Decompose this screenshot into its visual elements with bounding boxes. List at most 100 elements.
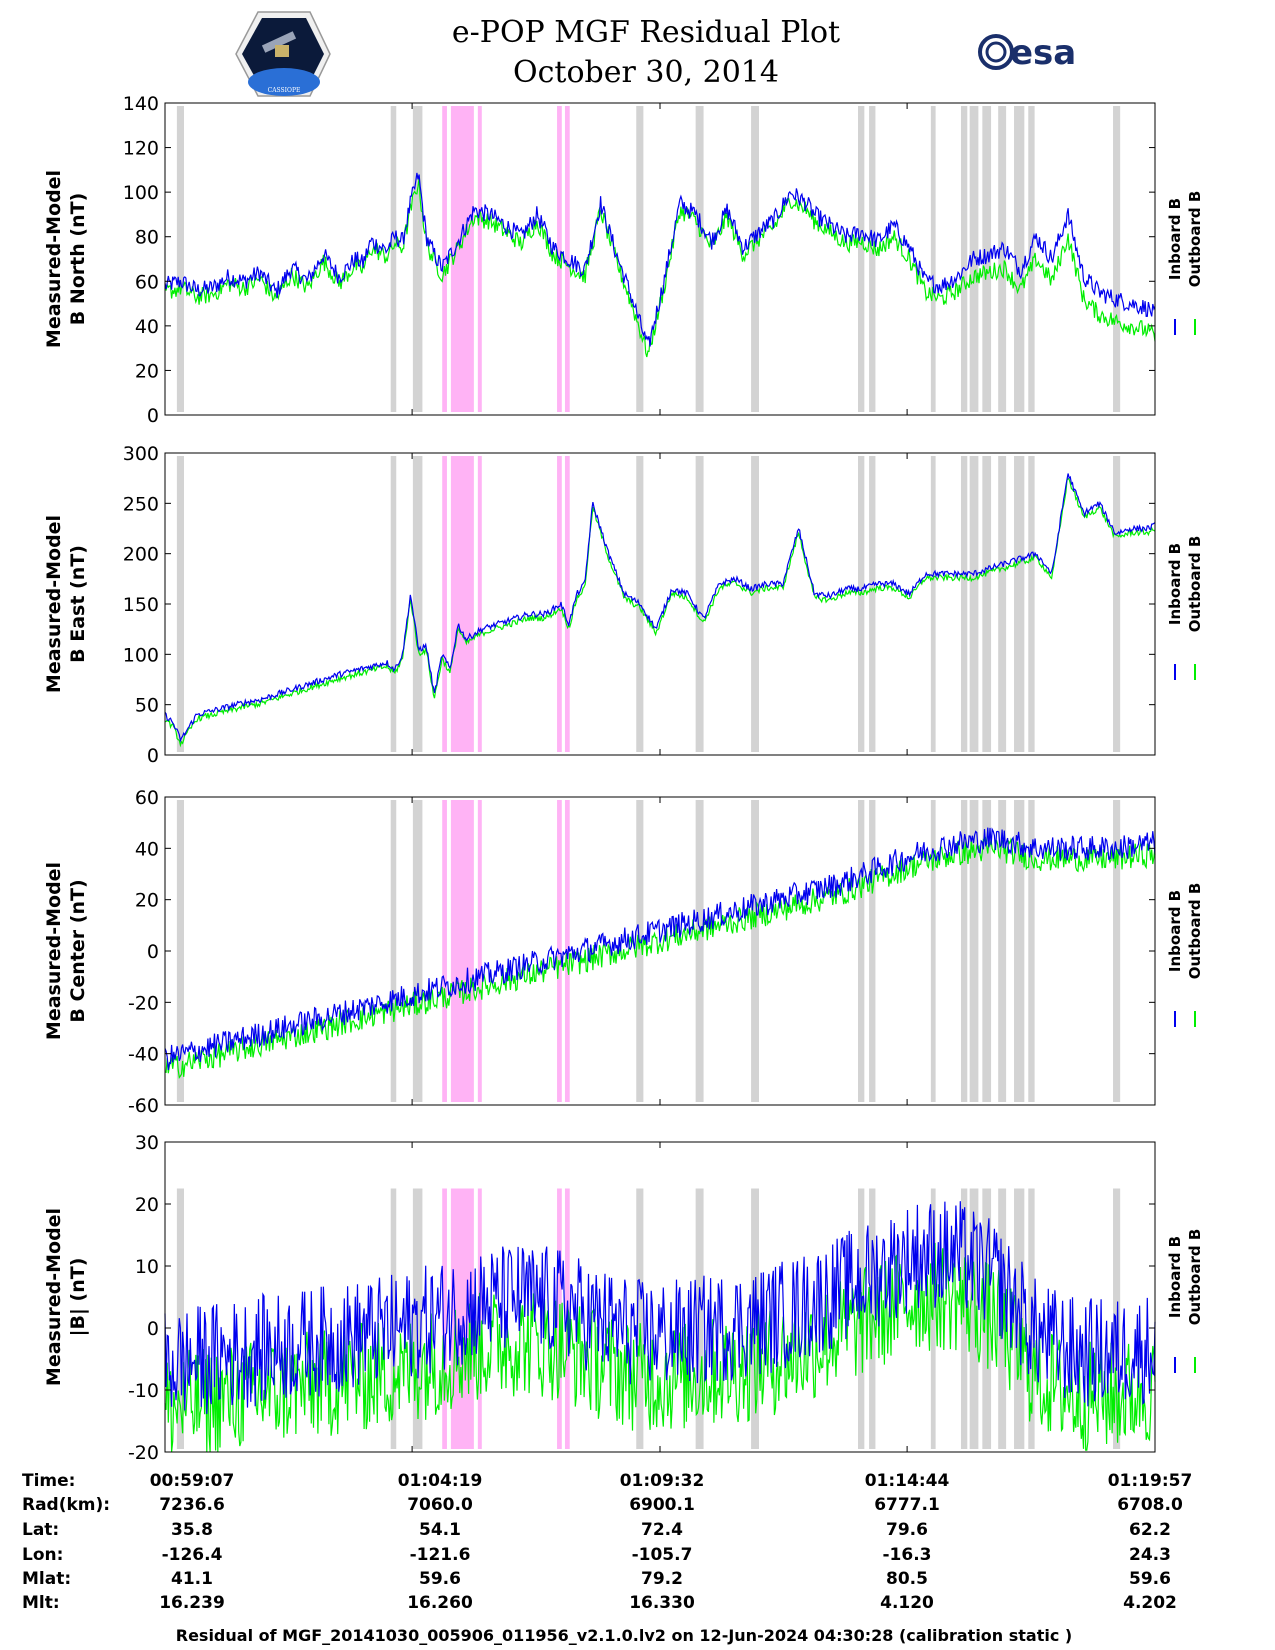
pink-band — [477, 456, 482, 752]
footer-cell: 7060.0 — [407, 1495, 473, 1515]
legend: Inboard B Outboard B — [1166, 883, 1204, 1027]
pink-band — [557, 800, 562, 1102]
outboard-series-line — [164, 177, 1156, 358]
footer-cell: -126.4 — [162, 1545, 223, 1565]
inboard-series-line — [164, 172, 1156, 347]
pink-band — [442, 1188, 447, 1449]
footer-caption: Residual of MGF_20141030_005906_011956_v… — [176, 1626, 1072, 1645]
gray-band — [1014, 1188, 1025, 1449]
footer-cell: 80.5 — [886, 1569, 928, 1589]
footer-cell: 6708.0 — [1117, 1495, 1183, 1515]
esa-logo-text: esa — [1010, 33, 1076, 73]
inboard-series-line — [164, 473, 1156, 743]
gray-band — [969, 1188, 979, 1449]
footer-row-label: Lon: — [22, 1545, 63, 1565]
gray-band — [636, 1188, 644, 1449]
y-tick-label: 20 — [135, 360, 159, 382]
panel-2: 0 50 100 150 200 250 300 Measured-Model B East (… — [43, 443, 1204, 767]
footer-row-label: Rad(km): — [22, 1495, 110, 1515]
footer-row-label: Time: — [22, 1471, 75, 1491]
gray-band — [1113, 456, 1121, 752]
y-tick-label: 20 — [135, 1194, 159, 1216]
gray-band — [1028, 106, 1035, 412]
pink-band — [450, 106, 474, 412]
legend-inboard-label: Inboard B — [1166, 1236, 1184, 1318]
footer-cell: 59.6 — [1129, 1569, 1171, 1589]
gray-band — [1113, 106, 1121, 412]
panel-3: -60 -40 -20 0 20 40 60 Measured-Model B Center (… — [43, 787, 1204, 1117]
legend-inboard-label: Inboard B — [1166, 198, 1184, 280]
y-tick-label: 0 — [147, 1318, 159, 1340]
cassiope-logo-text: CASSIOPE — [268, 87, 301, 94]
header: CASSIOPE e-POP MGF Residual Plot October… — [235, 11, 1076, 97]
gray-band — [390, 1188, 397, 1449]
y-tick-label: 10 — [135, 1256, 159, 1278]
gray-band — [751, 106, 759, 412]
gray-band — [412, 800, 423, 1102]
esa-logo: esa — [978, 33, 1076, 73]
footer-cell: 62.2 — [1129, 1520, 1171, 1540]
gray-band — [695, 106, 704, 412]
y-tick-label: 200 — [123, 544, 159, 566]
gray-band — [176, 456, 185, 752]
y-axis-label: Measured-Model B Center (nT) — [43, 862, 89, 1040]
y-tick-label: 80 — [135, 227, 159, 249]
gray-band — [412, 456, 423, 752]
panel-4: -20 -10 0 10 20 30 Measured-Model |B| (nT) Inboa… — [43, 1132, 1204, 1464]
gray-band — [982, 800, 992, 1102]
y-tick-label: 50 — [135, 695, 159, 717]
y-tick-label: 30 — [135, 1132, 159, 1154]
footer-cell: 4.120 — [880, 1593, 934, 1613]
legend-outboard-label: Outboard B — [1186, 191, 1204, 288]
y-tick-label: 100 — [123, 182, 159, 204]
footer-cell: 54.1 — [419, 1520, 461, 1540]
x-tick-label: 01:04:19 — [398, 1471, 483, 1491]
gray-band — [1113, 800, 1121, 1102]
pink-band — [450, 800, 474, 1102]
gray-band — [1014, 800, 1025, 1102]
gray-band — [390, 800, 397, 1102]
y-tick-label: 20 — [135, 890, 159, 912]
footer-cell: 72.4 — [641, 1520, 683, 1540]
gray-band — [636, 456, 644, 752]
legend-outboard-label: Outboard B — [1186, 1229, 1204, 1326]
gray-band — [960, 456, 968, 752]
pink-band — [557, 456, 562, 752]
gray-band — [858, 456, 865, 752]
y-tick-label: 0 — [147, 405, 159, 427]
inboard-series-line — [164, 1201, 1156, 1415]
gray-band — [960, 1188, 968, 1449]
footer-row-label: Lat: — [22, 1520, 59, 1540]
x-tick-label: 01:09:32 — [620, 1471, 705, 1491]
gray-band — [969, 456, 979, 752]
footer-cell: 16.239 — [159, 1593, 225, 1613]
y-tick-label: 40 — [135, 838, 159, 860]
gray-band — [751, 456, 759, 752]
legend: Inboard B Outboard B — [1166, 536, 1204, 680]
pink-band — [450, 456, 474, 752]
footer-row-label: Mlat: — [22, 1569, 71, 1589]
gray-band — [1014, 106, 1025, 412]
y-axis-label: Measured-Model B North (nT) — [43, 170, 89, 348]
pink-band — [477, 800, 482, 1102]
inboard-series-line — [164, 827, 1156, 1071]
pink-band — [564, 800, 570, 1102]
pink-band — [442, 456, 447, 752]
pink-band — [442, 800, 447, 1102]
gray-band — [869, 456, 876, 752]
footer-cell: 79.6 — [886, 1520, 928, 1540]
gray-band — [869, 800, 876, 1102]
gray-band — [969, 106, 979, 412]
y-tick-label: 60 — [135, 271, 159, 293]
gray-band — [390, 456, 397, 752]
footer-cell: 79.2 — [641, 1569, 683, 1589]
footer-cell: 59.6 — [419, 1569, 461, 1589]
footer-cell: -121.6 — [410, 1545, 471, 1565]
footer-cell: 7236.6 — [159, 1495, 225, 1515]
legend: Inboard B Outboard B — [1166, 191, 1204, 335]
gray-band — [695, 1188, 704, 1449]
y-tick-label: 250 — [123, 493, 159, 515]
gray-band — [695, 800, 704, 1102]
gray-band — [869, 106, 876, 412]
